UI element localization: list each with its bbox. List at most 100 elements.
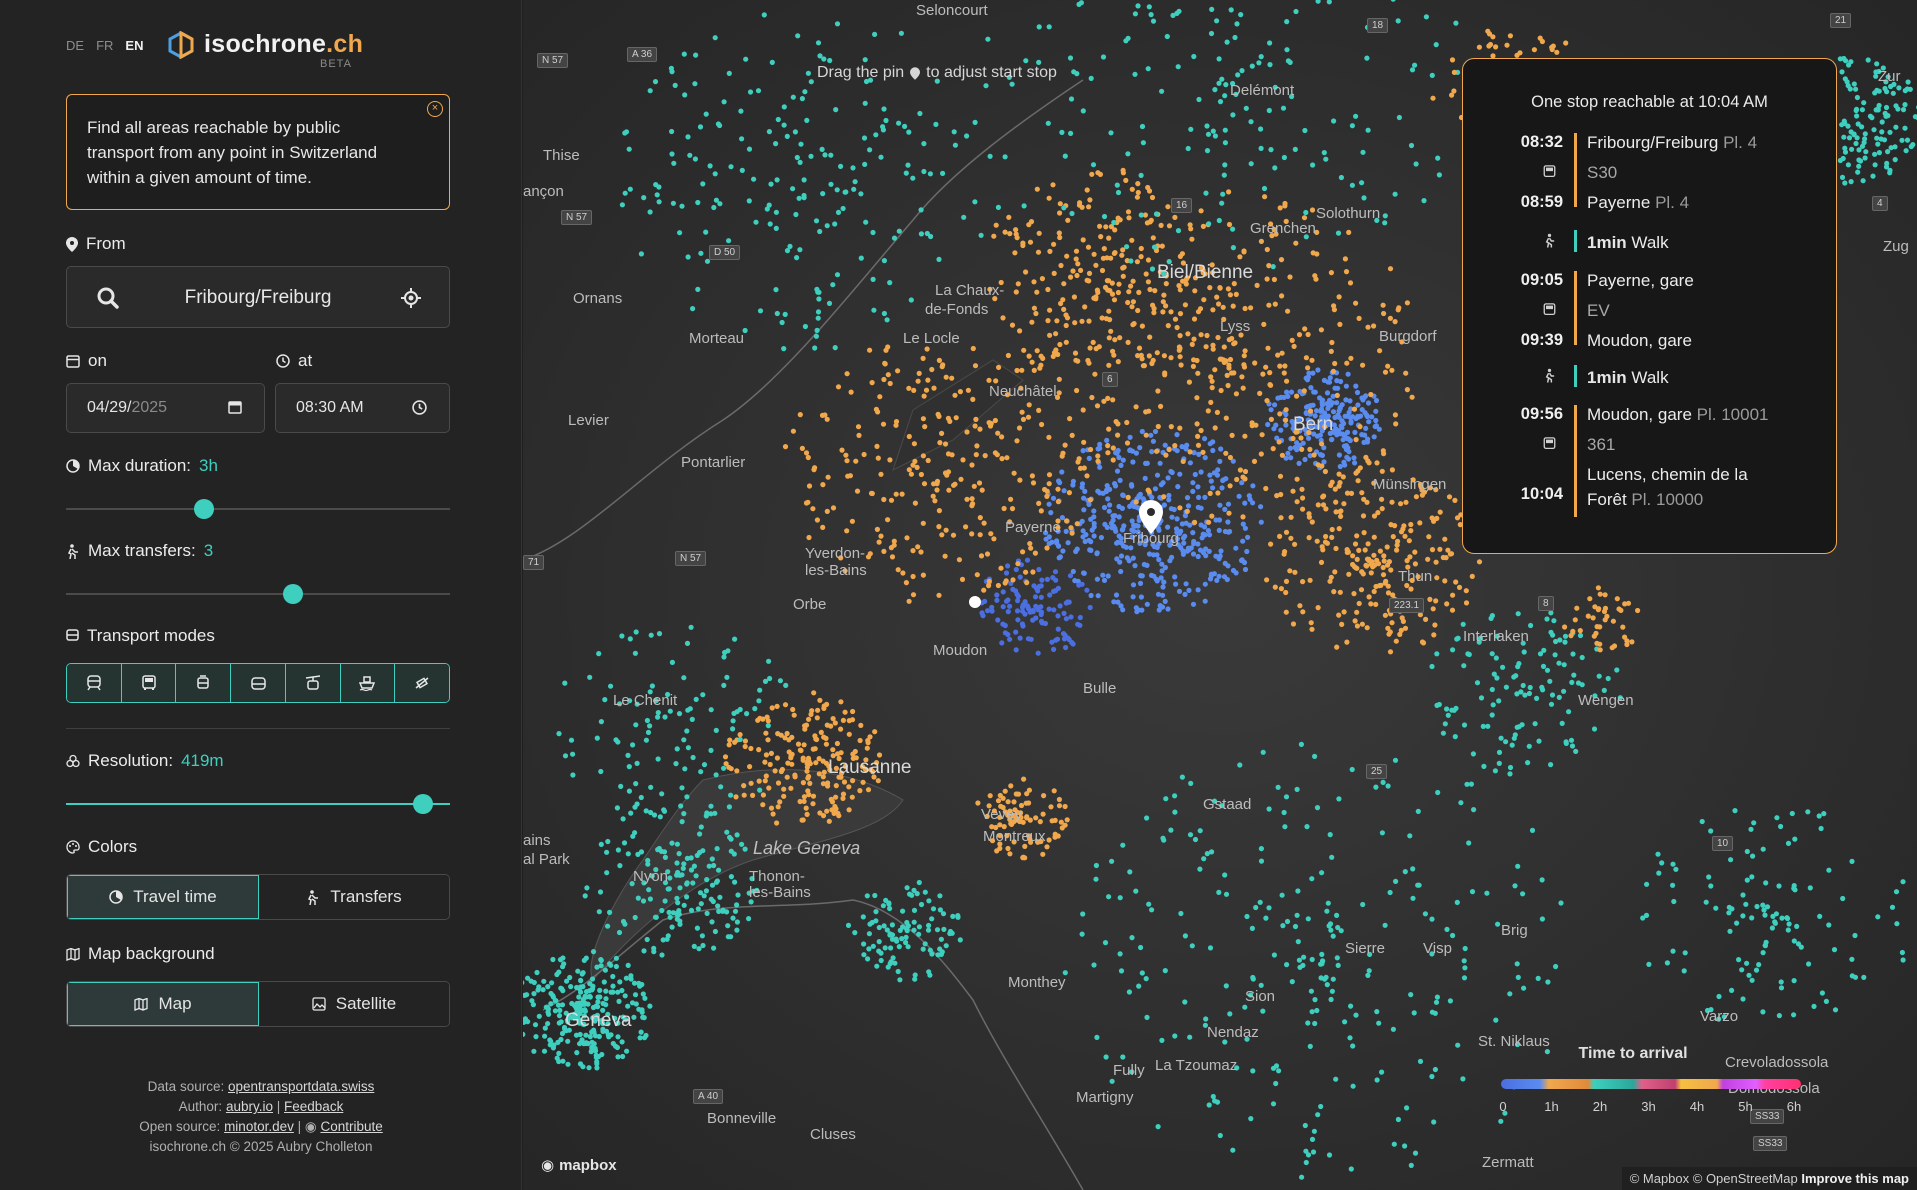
walk-bar: [1574, 230, 1577, 252]
mode-tram[interactable]: [176, 664, 232, 702]
logo-text: isochrone.ch: [204, 30, 364, 58]
place-label: de-Fonds: [925, 301, 989, 318]
attribution-text[interactable]: © Mapbox © OpenStreetMap: [1629, 1171, 1798, 1186]
road-shield: N 57: [537, 53, 569, 68]
on-label: on: [66, 351, 107, 371]
cable-car-icon: [305, 675, 320, 690]
legend-tick: 1h: [1544, 1099, 1559, 1114]
language-switcher: DE FR EN: [66, 38, 143, 53]
place-label: Vevey: [981, 806, 1022, 823]
place-label: les-Bains: [805, 562, 867, 579]
place-label: Münsingen: [1373, 476, 1447, 493]
place-label: Ornans: [573, 290, 623, 307]
place-label: Gstaad: [1203, 796, 1252, 813]
logo[interactable]: isochrone.ch: [168, 30, 363, 59]
isochrone-dots: [523, 0, 1917, 1180]
mode-bus[interactable]: [121, 664, 177, 702]
place-label: Burgdorf: [1379, 328, 1437, 345]
road-shield: 10: [1712, 836, 1734, 851]
improve-map-link[interactable]: Improve this map: [1801, 1171, 1909, 1186]
place-label: Lake Geneva: [753, 838, 861, 858]
legend-tick: 5h: [1738, 1099, 1753, 1114]
max-transfers-slider[interactable]: [66, 584, 450, 604]
place-label: Thise: [543, 147, 580, 164]
colors-travel-time[interactable]: Travel time: [67, 875, 259, 919]
lang-en[interactable]: EN: [125, 38, 144, 53]
transfer-person-icon: [308, 889, 319, 905]
place-label: Bonneville: [707, 1110, 777, 1127]
max-duration-slider[interactable]: [66, 499, 450, 519]
calendar-picker-icon[interactable]: [228, 400, 242, 414]
place-label: Bern: [1293, 414, 1334, 435]
place-label: Nendaz: [1207, 1024, 1259, 1041]
bus-icon: [1543, 303, 1556, 316]
divider: [66, 728, 450, 729]
place-label: Zur: [1878, 68, 1901, 85]
author-link[interactable]: aubry.io: [225, 1099, 273, 1114]
resolution-icon: [66, 754, 80, 768]
place-label: Le Chenit: [613, 692, 678, 709]
feedback-link[interactable]: Feedback: [284, 1099, 344, 1114]
colors-label: Colors: [66, 837, 137, 857]
place-label: Delémont: [1230, 82, 1295, 99]
place-label: St. Niklaus: [1478, 1033, 1550, 1050]
leg-bar: [1574, 405, 1577, 517]
legend-tick: 4h: [1689, 1099, 1705, 1114]
place-label: Thonon-: [749, 868, 805, 885]
place-label: Lausanne: [828, 757, 912, 778]
max-transfers-thumb[interactable]: [282, 584, 303, 604]
open-source-link[interactable]: minotor.dev: [224, 1119, 294, 1134]
background-map[interactable]: Map: [67, 982, 259, 1026]
background-satellite[interactable]: Satellite: [259, 982, 449, 1026]
mode-funicular[interactable]: [395, 664, 449, 702]
sidebar: DE FR EN isochrone.ch BETA Find all area…: [0, 0, 522, 1190]
mode-cable-car[interactable]: [285, 664, 341, 702]
mode-metro[interactable]: [231, 664, 286, 702]
mapbox-logo[interactable]: ◉ mapbox: [541, 1156, 617, 1175]
time-input[interactable]: 08:30 AM: [275, 383, 450, 433]
lang-fr[interactable]: FR: [96, 38, 114, 53]
date-input[interactable]: 04/29/2025: [66, 383, 265, 433]
at-label: at: [276, 351, 312, 371]
mode-train[interactable]: [67, 664, 122, 702]
start-pin-icon[interactable]: [1139, 500, 1163, 534]
locate-icon[interactable]: [401, 288, 421, 308]
bus-small-icon: [66, 629, 79, 641]
place-label: Pontarlier: [681, 454, 746, 471]
search-icon[interactable]: [97, 287, 119, 309]
place-label: Nyon: [633, 868, 669, 885]
secondary-pin-icon: [969, 596, 981, 608]
resolution-thumb[interactable]: [413, 794, 434, 814]
resolution-slider[interactable]: [66, 794, 450, 814]
footer: Data source: opentransportdata.swiss Aut…: [0, 1077, 522, 1157]
transport-modes-label: Transport modes: [66, 626, 215, 646]
lang-de[interactable]: DE: [66, 38, 85, 53]
bus-icon: [141, 675, 156, 690]
place-label: Le Locle: [903, 330, 960, 347]
place-label: Payerne: [1005, 519, 1061, 536]
journey-popup: One stop reachable at 10:04 AM 08:32 Frib…: [1462, 58, 1837, 554]
max-duration-thumb[interactable]: [194, 499, 215, 519]
place-label: les-Bains: [749, 884, 811, 901]
contribute-link[interactable]: Contribute: [320, 1119, 383, 1134]
from-input[interactable]: Fribourg/Freiburg: [66, 266, 450, 328]
mode-ship[interactable]: [340, 664, 396, 702]
road-shield: 8: [1538, 596, 1554, 611]
road-shield: N 57: [561, 210, 593, 225]
time-picker-icon[interactable]: [412, 400, 427, 415]
map[interactable]: Drag the pin to adjust start stop Selonc…: [523, 0, 1917, 1190]
place-label: ains: [523, 832, 551, 849]
tram-icon: [197, 675, 210, 689]
colors-transfers[interactable]: Transfers: [259, 875, 449, 919]
place-label: Varzo: [1700, 1008, 1739, 1025]
palette-icon: [66, 840, 80, 854]
walk-bar: [1574, 365, 1577, 387]
mapbox-icon: ◉: [541, 1157, 555, 1174]
resolution-label: Resolution: 419m: [66, 751, 224, 771]
place-label: Grenchen: [1250, 220, 1316, 237]
place-label: Interlaken: [1463, 628, 1529, 645]
data-source-link[interactable]: opentransportdata.swiss: [227, 1079, 375, 1094]
close-circle-icon[interactable]: ×: [427, 101, 443, 117]
place-label: ançon: [523, 183, 564, 200]
duration-icon: [66, 459, 80, 473]
